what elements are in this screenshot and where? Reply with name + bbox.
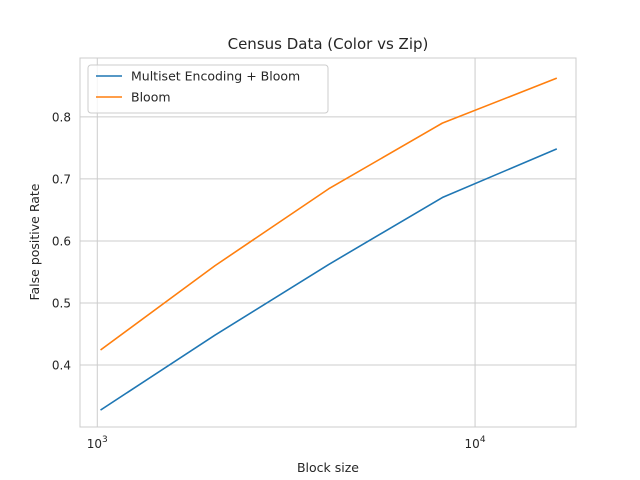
series-lines	[100, 77, 558, 411]
legend-box	[87, 64, 329, 114]
y-axis-label: False positive Rate	[27, 183, 42, 300]
x-tick-label: 104	[465, 435, 486, 451]
chart-title: Census Data (Color vs Zip)	[228, 35, 429, 53]
y-tick-label: 0.8	[52, 110, 71, 124]
x-tick-label: 103	[87, 435, 108, 451]
legend-label-bloom: Bloom	[131, 90, 171, 105]
grid	[80, 58, 576, 427]
y-tick-label: 0.6	[52, 234, 71, 248]
y-tick-label: 0.5	[52, 296, 71, 310]
plot-area	[80, 58, 576, 427]
y-tick-label: 0.7	[52, 172, 71, 186]
legend-label-multiset-bloom: Multiset Encoding + Bloom	[131, 69, 300, 84]
series-line-multiset-bloom	[100, 148, 558, 411]
plot-frame	[79, 57, 577, 428]
x-axis-label: Block size	[297, 460, 359, 475]
y-tick-label: 0.4	[52, 358, 71, 372]
legend: Multiset Encoding + Bloom Bloom	[87, 64, 329, 114]
series-line-bloom	[100, 77, 558, 351]
tick-labels: 0.4 0.5 0.6 0.7 0.8 103 104	[52, 110, 486, 451]
